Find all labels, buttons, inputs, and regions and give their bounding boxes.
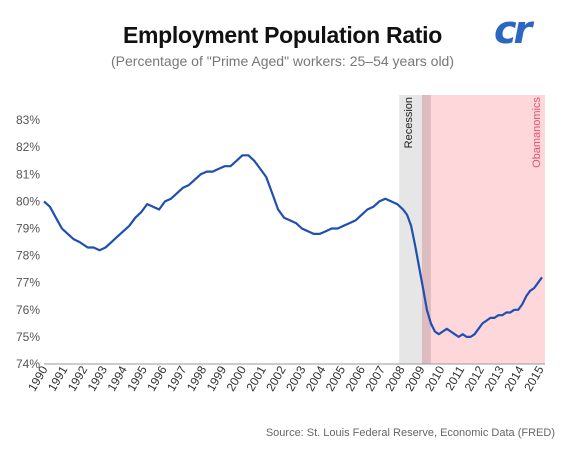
- x-tick-label: 1998: [184, 363, 210, 393]
- y-tick-label: 76%: [16, 303, 40, 317]
- x-tick-label: 2002: [263, 363, 289, 393]
- chart-bands: Recession Obamanomics: [399, 95, 545, 364]
- x-tick-label: 2006: [343, 363, 369, 393]
- recession-label: Recession: [403, 97, 415, 148]
- y-tick-label: 74%: [16, 357, 40, 371]
- x-tick-label: 1997: [164, 363, 190, 393]
- series-line: [43, 154, 543, 338]
- x-tick-label: 1996: [144, 363, 170, 393]
- x-tick-label: 2015: [521, 363, 547, 393]
- x-axis-ticks: 1990199119921993199419951996199719981999…: [25, 363, 547, 393]
- x-tick-label: 2000: [224, 363, 250, 393]
- x-tick-label: 2003: [283, 363, 309, 393]
- x-tick-label: 1995: [124, 363, 150, 393]
- x-tick-label: 1994: [104, 363, 130, 393]
- y-tick-label: 75%: [16, 330, 40, 344]
- x-tick-label: 1999: [204, 363, 230, 393]
- obamanomics-label: Obamanomics: [531, 97, 543, 168]
- x-tick-label: 1992: [65, 363, 91, 393]
- page-subtitle: (Percentage of "Prime Aged" workers: 25–…: [111, 53, 454, 69]
- y-tick-label: 77%: [16, 276, 40, 290]
- y-tick-label: 80%: [16, 194, 40, 208]
- obamanomics-band: [421, 95, 545, 364]
- brand-logo: cr: [494, 8, 532, 52]
- y-tick-label: 82%: [16, 140, 40, 154]
- y-tick-label: 79%: [16, 222, 40, 236]
- y-tick-label: 78%: [16, 249, 40, 263]
- x-tick-label: 2001: [243, 363, 269, 393]
- x-tick-label: 2008: [382, 363, 408, 393]
- x-tick-label: 2009: [402, 363, 428, 393]
- x-tick-label: 2005: [323, 363, 349, 393]
- y-tick-label: 81%: [16, 167, 40, 181]
- y-axis-ticks: 74% 75% 76% 77% 78% 79% 80% 81% 82% 83%: [16, 113, 40, 371]
- x-tick-label: 2014: [501, 363, 527, 393]
- y-tick-label: 83%: [16, 113, 40, 127]
- x-tick-label: 2013: [481, 363, 507, 393]
- source-note: Source: St. Louis Federal Reserve, Econo…: [265, 427, 555, 439]
- x-tick-label: 2007: [362, 363, 388, 393]
- x-tick-label: 1993: [85, 363, 111, 393]
- x-tick-label: 2010: [422, 363, 448, 393]
- x-tick-label: 2004: [303, 363, 329, 393]
- page-title: Employment Population Ratio: [122, 22, 443, 48]
- band-overlap: [421, 95, 431, 364]
- x-tick-label: 1991: [45, 363, 71, 393]
- x-tick-label: 2012: [462, 363, 488, 393]
